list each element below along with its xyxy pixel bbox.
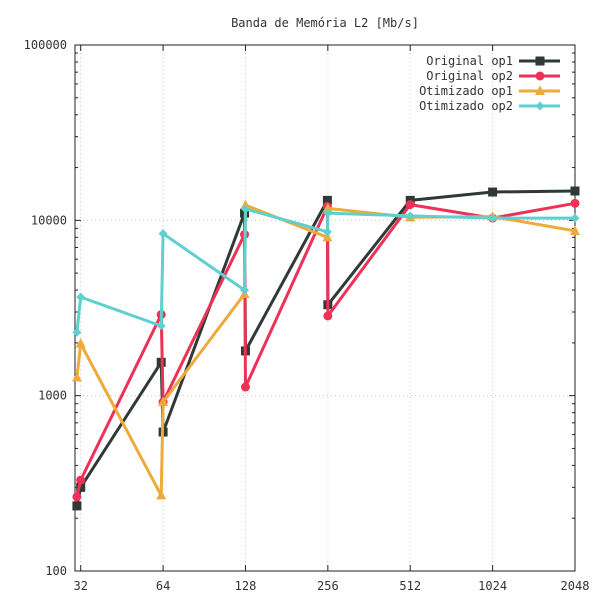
y-tick-label: 100000 xyxy=(24,38,67,52)
data-point xyxy=(488,187,498,197)
legend-label: Otimizado op1 xyxy=(419,84,513,98)
legend-marker xyxy=(535,85,545,95)
series-line xyxy=(75,203,576,497)
data-point xyxy=(76,482,86,492)
legend-item: Otimizado op2 xyxy=(419,99,560,113)
legend-item: Original op1 xyxy=(426,54,560,68)
data-point xyxy=(570,225,580,235)
data-point xyxy=(158,229,168,239)
x-tick-label: 512 xyxy=(399,579,421,593)
data-point xyxy=(240,382,250,392)
data-point xyxy=(322,202,333,213)
chart-title: Banda de Memória L2 [Mb/s] xyxy=(231,16,419,30)
legend-marker xyxy=(535,56,545,66)
data-point xyxy=(240,285,250,295)
plot-frame xyxy=(74,44,576,572)
axis-ticks: 100 1000 10000 100000 32 64 128 256 512 1024 2048 xyxy=(24,38,590,593)
legend-item: Original op2 xyxy=(426,69,560,83)
legend-label: Original op2 xyxy=(426,69,513,83)
x-tick-label: 64 xyxy=(156,579,170,593)
x-tick-label: 1024 xyxy=(478,579,507,593)
x-tick-label: 256 xyxy=(317,579,339,593)
legend-marker xyxy=(535,71,545,81)
series-2 xyxy=(72,198,580,502)
x-tick-label: 32 xyxy=(73,579,87,593)
x-tick-label: 2048 xyxy=(561,579,590,593)
data-point xyxy=(405,200,415,210)
data-point xyxy=(405,211,415,221)
series-3 xyxy=(71,199,580,500)
data-point xyxy=(322,231,333,242)
data-point xyxy=(72,327,82,337)
data-point xyxy=(156,489,167,500)
data-point xyxy=(323,311,333,321)
data-point xyxy=(71,371,82,382)
data-point xyxy=(76,292,86,302)
x-tick-label: 128 xyxy=(235,579,257,593)
data-point xyxy=(76,475,86,485)
data-point xyxy=(158,396,169,407)
legend-marker xyxy=(535,101,545,111)
data-point xyxy=(322,195,332,205)
legend-item: Otimizado op1 xyxy=(419,84,560,98)
data-point xyxy=(322,227,332,237)
data-point xyxy=(570,213,580,223)
data-point xyxy=(488,213,498,223)
data-point xyxy=(75,338,86,348)
data-point xyxy=(240,199,251,210)
legend-label: Original op1 xyxy=(426,54,513,68)
data-point xyxy=(570,186,580,196)
data-point xyxy=(240,204,250,214)
y-tick-label: 1000 xyxy=(38,389,67,403)
y-tick-label: 10000 xyxy=(31,213,67,227)
data-point xyxy=(570,198,580,208)
y-tick-label: 100 xyxy=(45,564,67,578)
data-point xyxy=(72,501,82,511)
data-point xyxy=(323,208,333,218)
data-point xyxy=(72,492,82,502)
series-group xyxy=(71,186,580,511)
legend-label: Otimizado op2 xyxy=(419,99,513,113)
series-line xyxy=(75,201,576,498)
data-point xyxy=(156,321,166,331)
series-4 xyxy=(72,204,580,337)
